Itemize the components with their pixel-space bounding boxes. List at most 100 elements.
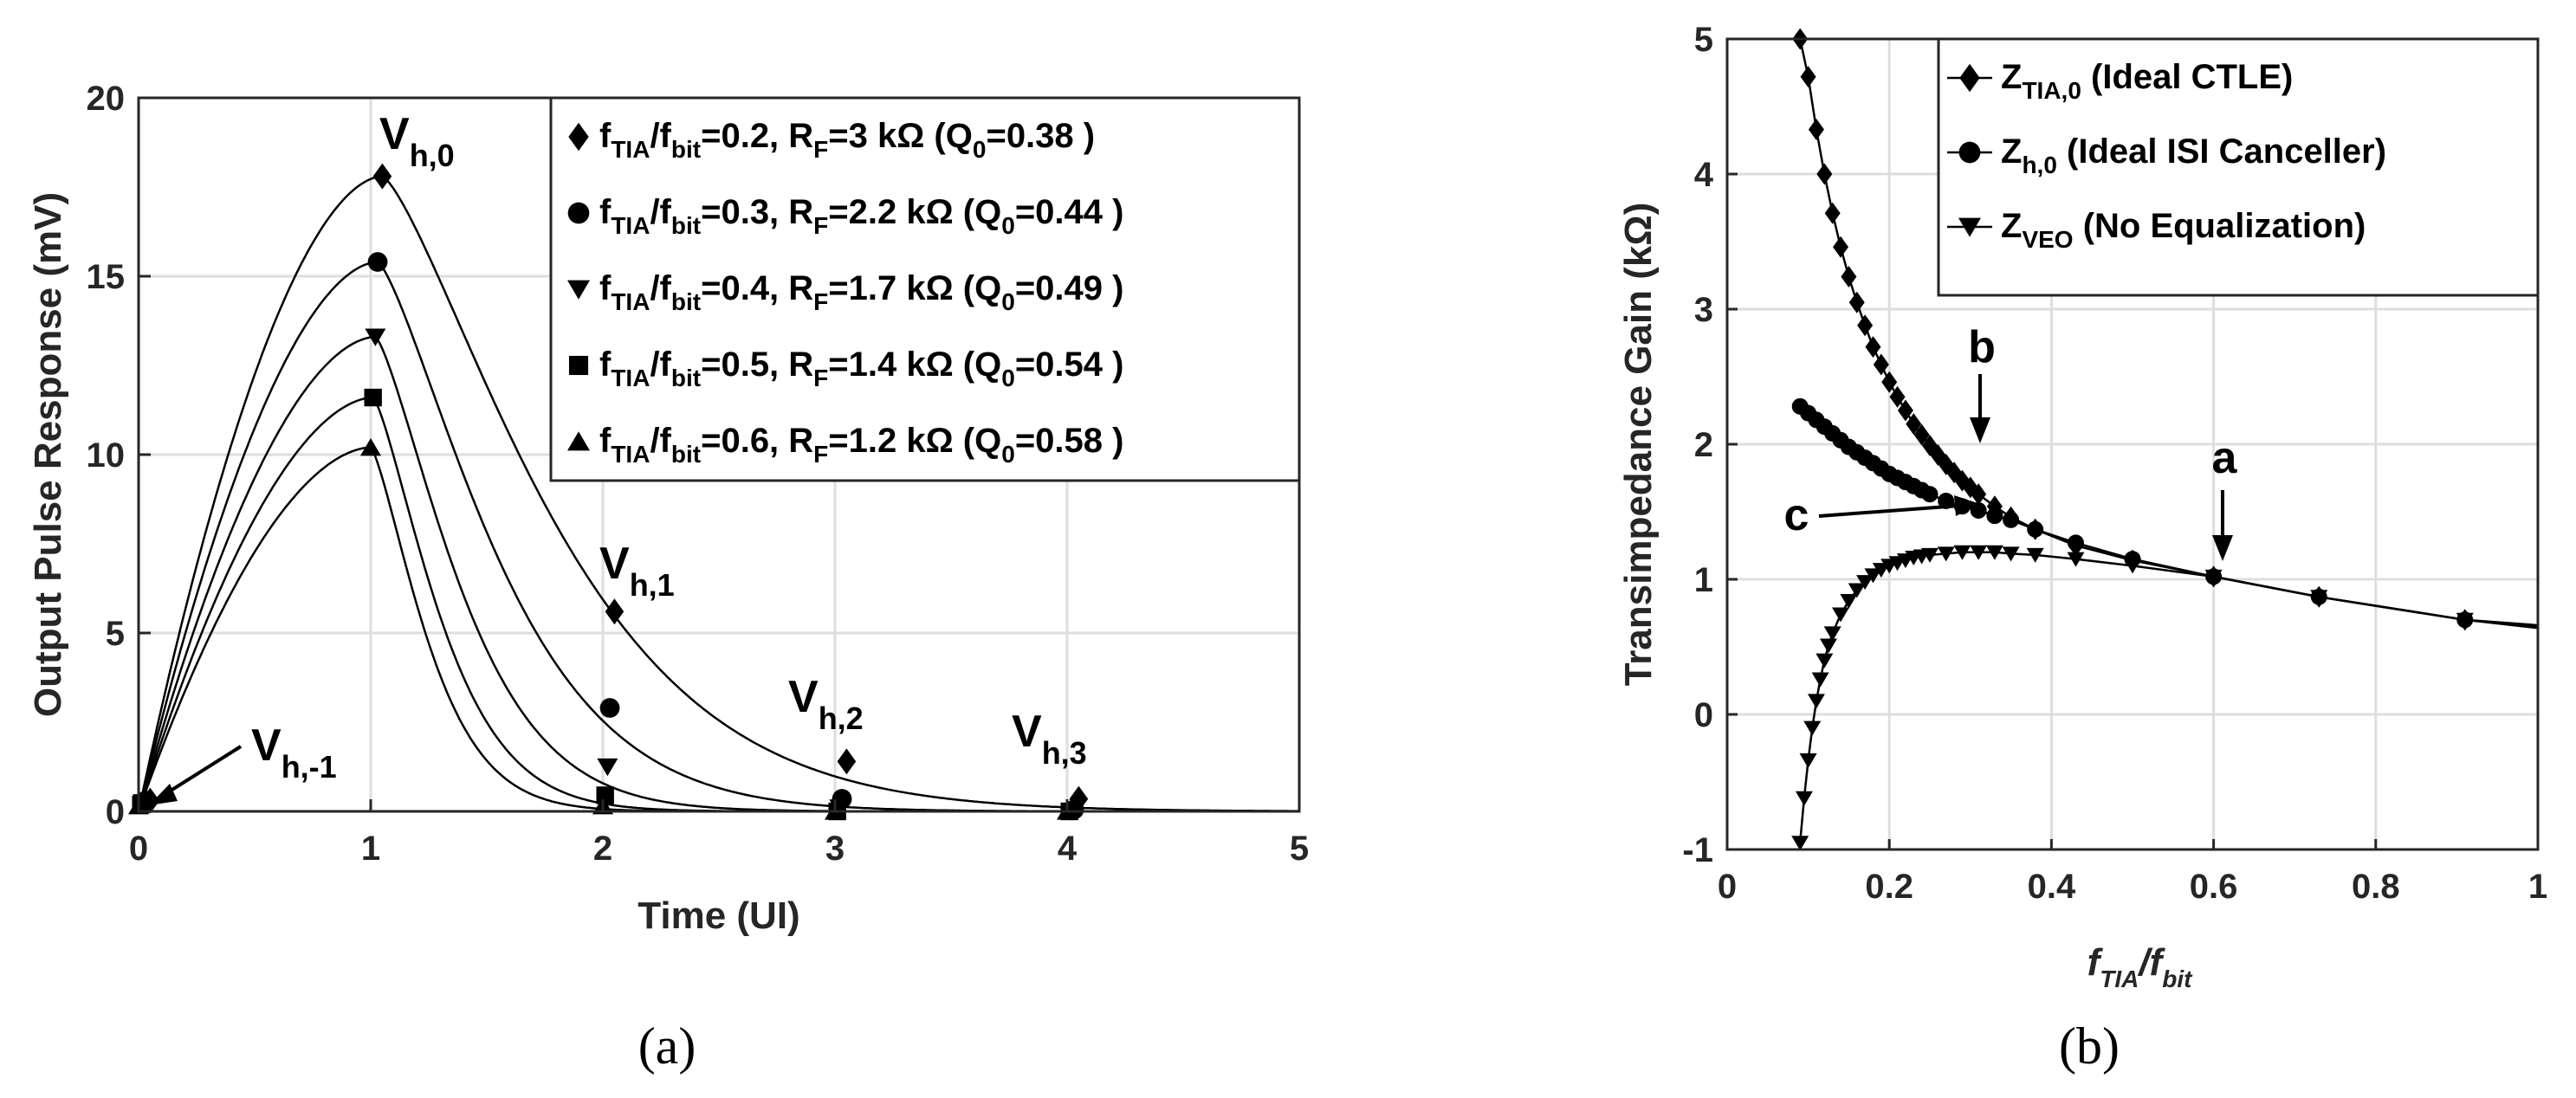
panel-b-marker-triangle-down — [1840, 593, 1858, 609]
panel-a-chart: 0 1 2 3 4 5 0 5 10 15 20 Time (UI) Output Pulse Re… — [27, 80, 1309, 1075]
legend-b-marker-circle — [1958, 141, 1981, 164]
panel-b-ytick-label: 0 — [1694, 696, 1713, 734]
legend-b-marker-diamond — [1959, 63, 1980, 93]
panel-b-marker-diamond — [1816, 163, 1833, 185]
panel-a-xtick-label: 1 — [361, 830, 380, 868]
panel-a-marker-triangle-up — [360, 437, 381, 456]
annot-vh2: Vh,2 — [788, 672, 864, 736]
panel-a-xtick-label: 0 — [129, 830, 148, 868]
panel-b-legend-box — [1937, 37, 2540, 297]
panel-a-series-line-3 — [139, 335, 1299, 811]
panel-b-marker-diamond — [1906, 413, 1922, 436]
panel-a-legend: fTIA/fbit=0.2, RF=3 kΩ (Q0=0.38 ) fTIA/fb… — [549, 96, 1301, 482]
panel-b-ytick-label: 5 — [1694, 21, 1713, 59]
panel-a-ytick-label: 20 — [87, 80, 126, 118]
panel-b-marker-triangle-down — [2002, 546, 2020, 562]
panel-b-ytick-label: 1 — [1694, 561, 1713, 599]
panel-b-ytick-label: -1 — [1682, 831, 1713, 869]
panel-b-marker-triangle-down — [1985, 545, 2003, 560]
annot-vh3: Vh,3 — [1012, 707, 1087, 771]
panel-a-xlabel: Time (UI) — [638, 895, 799, 937]
legend-a-label-2: fTIA/fbit=0.3, RF=2.2 kΩ (Q0=0.44 ) — [599, 193, 1123, 239]
panel-b-marker-triangle-down — [2067, 552, 2085, 567]
panel-b-marker-diamond — [1808, 119, 1824, 141]
annot-vh-1-arrowhead — [149, 784, 178, 805]
panel-b-xtick-label: 0.6 — [2190, 868, 2238, 906]
panel-a-marker-square — [364, 388, 382, 407]
panel-b-marker-triangle-down — [2310, 590, 2328, 605]
panel-b-marker-triangle-down — [2026, 547, 2044, 563]
panel-b-marker-triangle-down — [1791, 836, 1809, 851]
legend-a-label-3: fTIA/fbit=0.4, RF=1.7 kΩ (Q0=0.49 ) — [599, 269, 1123, 315]
annot-a: a — [2212, 433, 2238, 483]
panel-a-xtick-label: 4 — [1058, 830, 1078, 868]
annot-c: c — [1784, 490, 1809, 540]
annot-vh0: Vh,0 — [379, 109, 455, 173]
panel-b-marker-triangle-down — [1937, 546, 1955, 562]
panel-b-marker-diamond — [1800, 66, 1816, 88]
panel-a-ytick-label: 5 — [106, 615, 125, 653]
panel-a-series-line-1 — [139, 175, 1299, 811]
panel-b-ylabel: Transimpedance Gain (kΩ) — [1617, 203, 1660, 687]
panel-a-marker-square — [596, 786, 614, 804]
panel-b-marker-diamond — [1889, 385, 1906, 408]
annot-vh-1-arrow — [159, 745, 243, 798]
panel-b-caption: (b) — [2059, 1017, 2120, 1075]
panel-b-marker-triangle-down — [1811, 672, 1829, 688]
panel-b-ytick-label: 3 — [1694, 291, 1713, 329]
legend-b-marker-triangle-down — [1958, 217, 1981, 237]
panel-b-marker-triangle-down — [2456, 612, 2474, 628]
panel-b-marker-circle — [1986, 507, 2003, 525]
panel-a-caption: (a) — [638, 1017, 696, 1075]
annot-a-arrowhead — [2212, 535, 2233, 561]
panel-b-xtick-label: 0.4 — [2028, 868, 2076, 906]
panel-b-xtick-label: 0 — [1718, 868, 1737, 906]
panel-a-ytick-label: 0 — [106, 793, 125, 831]
annot-b-arrowhead — [1970, 417, 1990, 443]
legend-b-label-2: Zh,0 (Ideal ISI Canceller) — [2001, 132, 2386, 178]
panel-b-marker-triangle-down — [2124, 559, 2141, 574]
panel-b-marker-diamond — [1897, 399, 1913, 422]
panel-a-legend-box — [549, 96, 1301, 482]
panel-a-marker-diamond — [372, 163, 392, 190]
panel-a-marker-diamond — [605, 598, 625, 625]
legend-a-marker-circle — [567, 202, 590, 224]
panel-a-marker-triangle-down — [365, 328, 386, 346]
panel-b-xlabel: fTIA/fbit — [2087, 941, 2194, 992]
panel-a-ylabel: Output Pulse Response (mV) — [27, 192, 69, 717]
annot-vh-1: Vh,-1 — [251, 720, 337, 785]
panel-a-marker-circle — [599, 698, 620, 718]
legend-a-label-1: fTIA/fbit=0.2, RF=3 kΩ (Q0=0.38 ) — [599, 117, 1095, 163]
panel-b-marker-diamond — [1848, 291, 1865, 313]
panel-b-marker-diamond — [1881, 371, 1898, 393]
panel-b-marker-circle — [1921, 486, 1938, 503]
panel-b-marker-triangle-down — [1953, 545, 1971, 560]
panel-b-marker-triangle-down — [1795, 791, 1813, 806]
panel-b-xtick-label: 0.8 — [2352, 868, 2400, 906]
panel-b-marker-diamond — [1873, 353, 1889, 376]
panel-a-xtick-label: 2 — [593, 830, 612, 868]
panel-a-ytick-label: 10 — [87, 436, 126, 475]
panel-b-marker-diamond — [1841, 266, 1857, 288]
annot-vh1: Vh,1 — [599, 539, 675, 603]
legend-a-label-4: fTIA/fbit=0.5, RF=1.4 kΩ (Q0=0.54 ) — [599, 346, 1123, 391]
legend-a-marker-triangle-up — [567, 431, 590, 451]
panel-b-xtick-label: 1 — [2528, 868, 2547, 906]
panel-b-marker-diamond — [1824, 202, 1841, 224]
panel-b-marker-triangle-down — [1864, 568, 1882, 584]
annot-b: b — [1968, 322, 1996, 372]
legend-a-marker-diamond — [568, 122, 589, 152]
panel-b-marker-triangle-down — [1832, 607, 1850, 623]
panel-a-legend-entries: fTIA/fbit=0.2, RF=3 kΩ (Q0=0.38 ) fTIA/fb… — [567, 117, 1123, 468]
panel-b-marker-triangle-down — [1807, 694, 1825, 709]
panel-b-ytick-label: 4 — [1694, 156, 1714, 194]
legend-b-label-1: ZTIA,0 (Ideal CTLE) — [2001, 58, 2293, 104]
legend-a-label-5: fTIA/fbit=0.6, RF=1.2 kΩ (Q0=0.58 ) — [599, 422, 1123, 468]
panel-b-marker-diamond — [1865, 336, 1881, 358]
panel-b-markers — [1791, 28, 2474, 851]
panel-b-marker-triangle-down — [2204, 569, 2223, 585]
panel-b-marker-diamond — [1857, 314, 1874, 337]
panel-b-marker-triangle-down — [1820, 638, 1837, 654]
